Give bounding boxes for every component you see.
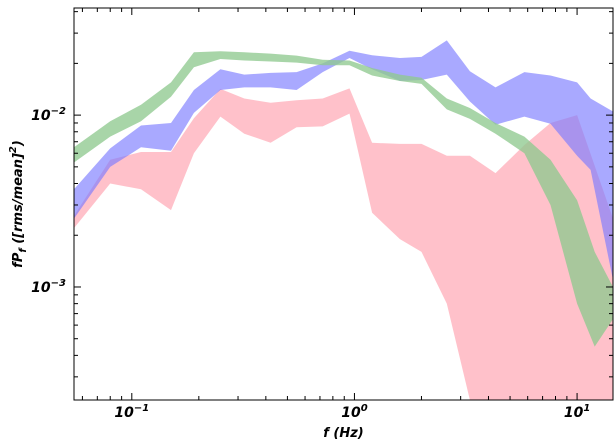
y-tick-label: 10−2 — [31, 106, 66, 124]
x-tick-label: 100 — [341, 403, 367, 421]
plot-frame — [73, 7, 614, 401]
y-axis-label: fPf ([rms/mean]2) — [8, 140, 29, 268]
x-axis-label: f (Hz) — [323, 426, 364, 439]
series-band-2 — [74, 40, 613, 280]
y-tick-label: 10−3 — [31, 278, 66, 296]
data-bands — [74, 40, 613, 400]
axis-ticks — [74, 8, 613, 400]
x-tick-label: 101 — [564, 403, 590, 421]
tick-labels: 10−1 100 101 10−3 10−2 — [31, 106, 590, 421]
x-tick-label: 10−1 — [114, 403, 149, 421]
series-band-1 — [74, 88, 613, 400]
